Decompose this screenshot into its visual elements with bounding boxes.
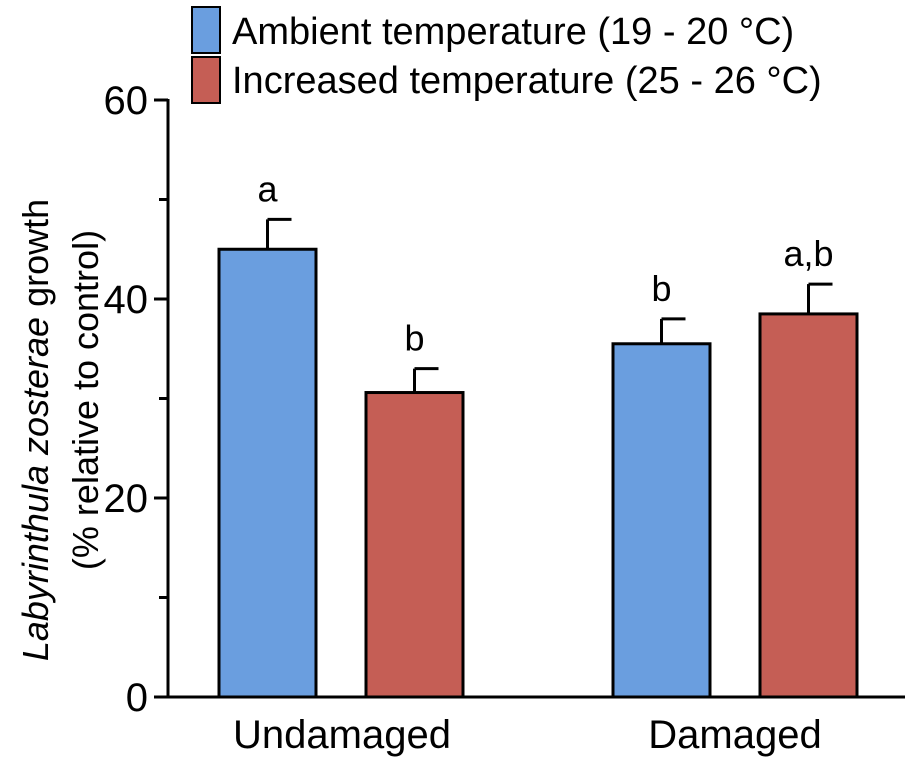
bar: [611, 342, 712, 699]
x-category-label: Undamaged: [233, 713, 451, 757]
bar: [217, 247, 318, 699]
y-axis-title-suffix: growth: [15, 199, 56, 317]
legend-label-ambient: Ambient temperature (19 - 20 °C): [232, 11, 794, 53]
significance-label: b: [651, 268, 671, 309]
significance-label: a: [257, 168, 278, 209]
y-tick-label: 20: [104, 477, 149, 521]
x-category-labels: Undamaged Damaged: [233, 713, 822, 757]
legend-label-increased: Increased temperature (25 - 26 °C): [232, 60, 822, 102]
bar: [364, 391, 465, 699]
legend-swatch-ambient: [191, 6, 221, 54]
bar: [758, 312, 859, 699]
y-tick-label: 60: [104, 79, 149, 123]
y-axis-title-line2: (% relative to control): [65, 230, 106, 570]
bars: a b b a,b: [217, 168, 859, 699]
y-axis-title-line1: Labyrinthula zosterae growth: [15, 199, 56, 661]
y-axis-title-species: Labyrinthula zosterae: [15, 317, 56, 661]
significance-label: b: [404, 318, 424, 359]
legend: Ambient temperature (19 - 20 °C) Increas…: [191, 6, 822, 104]
y-tick-label: 0: [126, 676, 148, 720]
x-category-label: Damaged: [648, 713, 821, 757]
legend-swatch-increased: [191, 56, 221, 104]
y-tick-label: 40: [104, 278, 149, 322]
significance-label: a,b: [783, 233, 833, 274]
y-ticks: 0 20 40 60: [104, 79, 168, 720]
